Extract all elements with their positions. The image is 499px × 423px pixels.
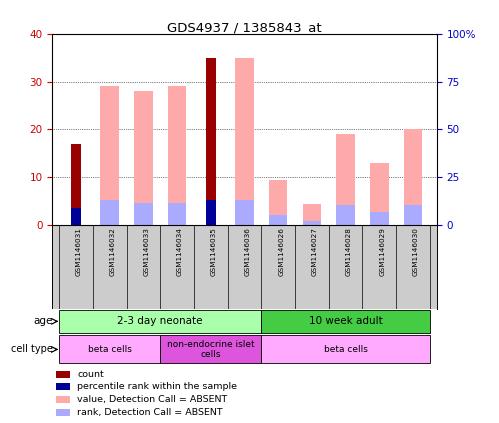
- Bar: [404, 205, 422, 225]
- Bar: [56, 409, 70, 416]
- Text: GSM1146027: GSM1146027: [312, 228, 318, 277]
- Bar: [56, 383, 70, 390]
- Bar: [261, 310, 430, 332]
- Bar: [261, 335, 430, 363]
- Bar: [56, 371, 70, 378]
- Text: GSM1146026: GSM1146026: [278, 228, 284, 277]
- Bar: [168, 86, 186, 225]
- Bar: [336, 134, 355, 225]
- Text: GSM1146034: GSM1146034: [177, 228, 183, 277]
- Text: percentile rank within the sample: percentile rank within the sample: [77, 382, 238, 391]
- Bar: [336, 205, 355, 225]
- Bar: [370, 212, 389, 225]
- Text: GSM1146028: GSM1146028: [346, 228, 352, 277]
- Bar: [206, 200, 216, 225]
- Bar: [168, 203, 186, 225]
- Text: count: count: [77, 370, 104, 379]
- Bar: [59, 310, 261, 332]
- Text: age: age: [34, 316, 53, 326]
- Bar: [134, 203, 153, 225]
- Text: GSM1146031: GSM1146031: [76, 228, 82, 277]
- Bar: [100, 86, 119, 225]
- Bar: [134, 91, 153, 225]
- Text: GSM1146033: GSM1146033: [143, 228, 149, 277]
- Bar: [269, 214, 287, 225]
- Bar: [71, 208, 81, 225]
- Text: non-endocrine islet
cells: non-endocrine islet cells: [167, 340, 254, 359]
- Text: 10 week adult: 10 week adult: [309, 316, 383, 326]
- Bar: [235, 200, 254, 225]
- Bar: [303, 221, 321, 225]
- Text: value, Detection Call = ABSENT: value, Detection Call = ABSENT: [77, 395, 228, 404]
- Text: GSM1146030: GSM1146030: [413, 228, 419, 277]
- Bar: [235, 58, 254, 225]
- Bar: [100, 200, 119, 225]
- Bar: [59, 335, 160, 363]
- Text: beta cells: beta cells: [324, 345, 368, 354]
- Bar: [206, 58, 216, 225]
- Text: rank, Detection Call = ABSENT: rank, Detection Call = ABSENT: [77, 408, 223, 417]
- Text: GSM1146032: GSM1146032: [110, 228, 116, 277]
- Bar: [269, 180, 287, 225]
- Title: GDS4937 / 1385843_at: GDS4937 / 1385843_at: [167, 21, 322, 34]
- Text: GSM1146035: GSM1146035: [211, 228, 217, 277]
- Bar: [56, 396, 70, 403]
- Text: cell type: cell type: [11, 344, 53, 354]
- Text: beta cells: beta cells: [88, 345, 132, 354]
- Text: GSM1146036: GSM1146036: [245, 228, 250, 277]
- Text: 2-3 day neonate: 2-3 day neonate: [117, 316, 203, 326]
- Bar: [404, 129, 422, 225]
- Bar: [303, 203, 321, 225]
- Bar: [71, 144, 81, 225]
- Text: GSM1146029: GSM1146029: [379, 228, 385, 277]
- Bar: [370, 163, 389, 225]
- Bar: [160, 335, 261, 363]
